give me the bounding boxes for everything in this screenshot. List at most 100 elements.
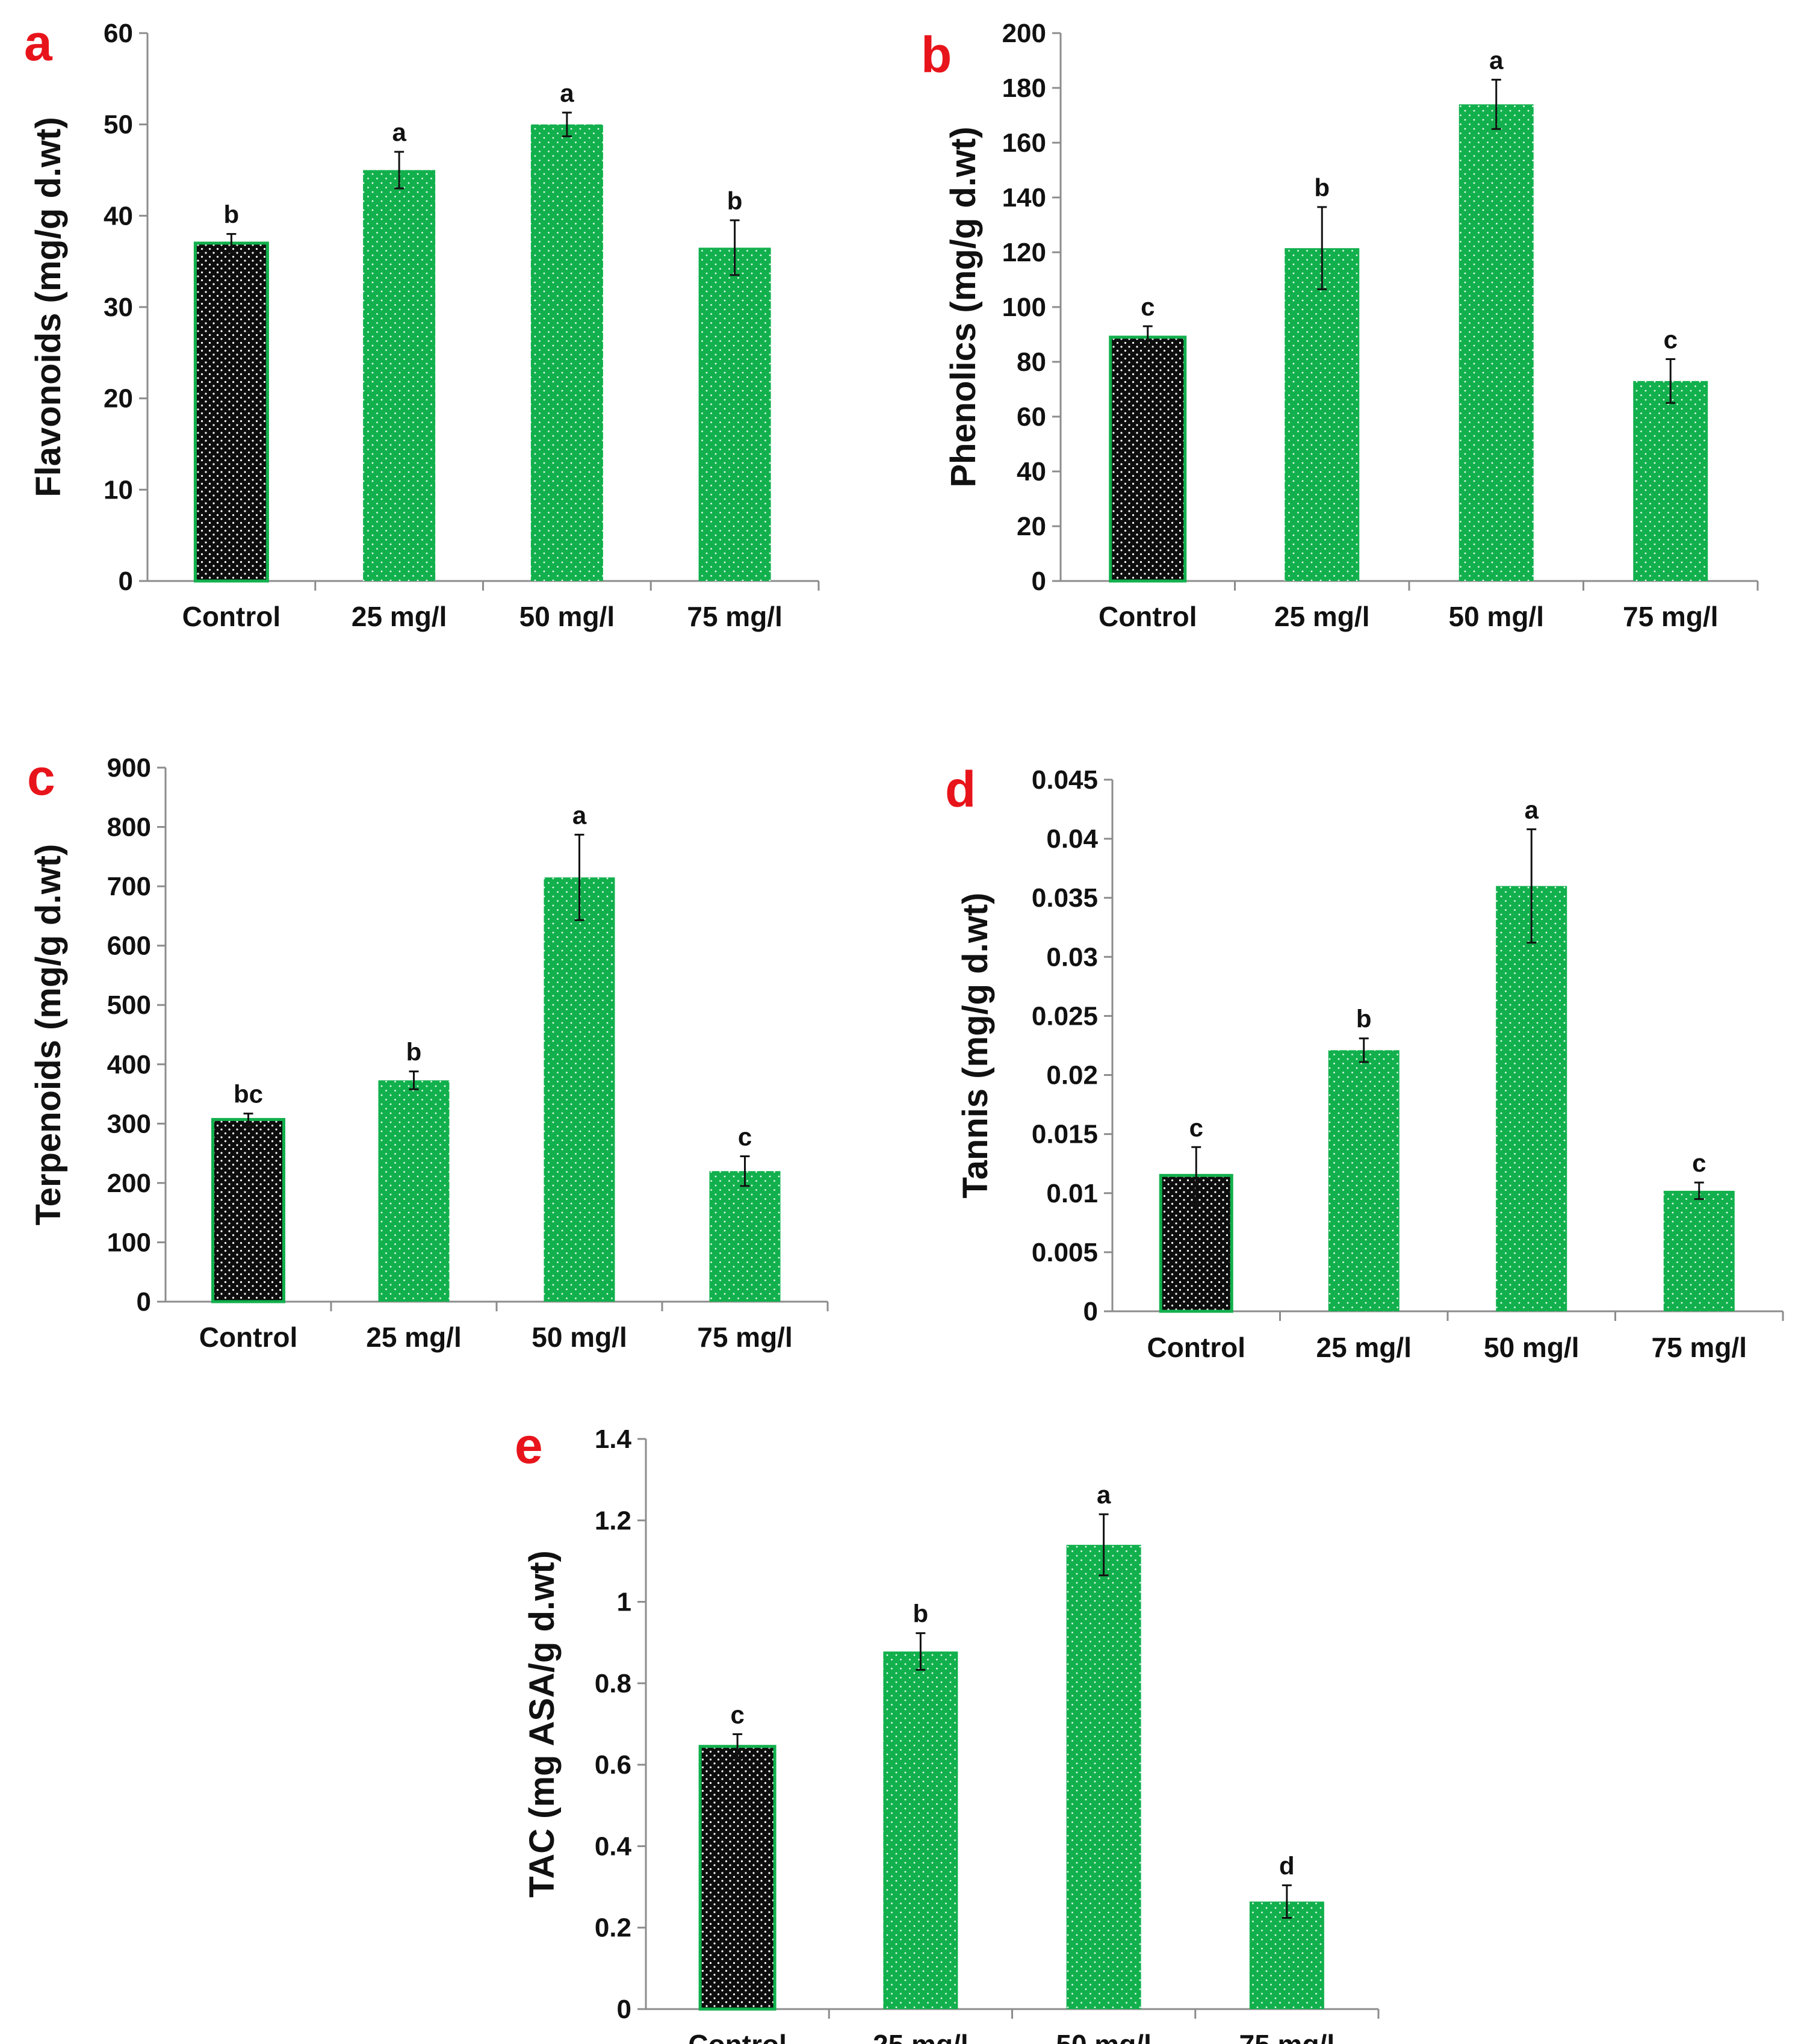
y-tick-label: 0.005 [1032,1238,1098,1267]
significance-label: c [730,1700,744,1729]
significance-label: b [1356,1005,1372,1033]
y-tick-label: 200 [107,1169,151,1198]
y-tick-label: 600 [107,931,151,961]
category-label: Control [199,1322,298,1353]
bar-d-3 [1663,1190,1735,1311]
category-label: Control [182,601,281,632]
y-tick-label: 0 [1032,567,1046,596]
y-tick-label: 0.035 [1032,883,1098,913]
y-tick-label: 0.6 [595,1750,631,1780]
y-tick-label: 0 [119,567,133,596]
y-tick-label: 0.04 [1046,824,1098,854]
y-tick-label: 20 [104,384,133,414]
significance-label: b [1314,173,1330,202]
bar-e-3 [1249,1901,1324,2009]
y-tick-label: 0.2 [595,1913,631,1943]
chart-c: c 0 100 200 300 400 500 600 700 800 900 bc Control b 2… [27,749,829,1353]
y-axis-title: TAC (mg ASA/g d.wt) [522,1550,562,1898]
bar-d-1 [1328,1050,1399,1311]
y-tick-label: 0.8 [595,1669,631,1698]
significance-label: bc [234,1080,263,1108]
category-label: 50 mg/l [532,1322,627,1353]
category-label: 75 mg/l [1239,2029,1335,2044]
y-tick-label: 300 [107,1109,151,1138]
y-tick-label: 0.025 [1032,1001,1098,1031]
y-tick-label: 0.015 [1032,1120,1098,1149]
y-tick-label: 120 [1002,238,1046,267]
y-tick-label: 0 [617,1995,631,2024]
y-tick-label: 1.2 [595,1506,631,1535]
significance-label: a [1525,795,1539,824]
y-tick-label: 0.02 [1046,1061,1098,1090]
bar-a-0 [193,241,269,583]
significance-label: c [738,1123,752,1151]
significance-label: c [1692,1149,1706,1177]
y-axis-title: Tannis (mg/g d.wt) [956,893,995,1199]
bar-c-3 [709,1171,781,1302]
bar-e-1 [883,1651,958,2009]
category-label: 50 mg/l [1448,601,1544,632]
chart-d: d 0 0.005 0.01 0.015 0.02 0.025 0.03 0.035 0.04 0.… [945,761,1784,1363]
significance-label: b [913,1600,929,1628]
bar-e-2 [1066,1544,1141,2009]
significance-label: a [1489,46,1504,74]
category-label: 75 mg/l [687,601,783,632]
category-label: 25 mg/l [1316,1332,1412,1363]
significance-label: c [1141,293,1155,321]
significance-label: a [560,79,574,107]
bar-e-0 [698,1745,776,2011]
category-label: 75 mg/l [1651,1332,1747,1363]
significance-label: c [1189,1113,1203,1142]
chart-e: e 0 0.2 0.4 0.6 0.8 1 1.2 1.4 c Control b 25 mg/l a 50… [515,1417,1380,2044]
chart-b: b 0 20 40 60 80 100 120 140 160 180 200 c Control b 25 … [921,19,1759,632]
bar-a-1 [363,170,436,581]
significance-label: c [1664,325,1678,353]
y-tick-label: 900 [107,753,151,783]
category-label: 25 mg/l [1274,601,1370,632]
category-label: Control [688,2029,787,2044]
bar-b-1 [1285,248,1360,581]
significance-label: b [406,1038,422,1066]
y-tick-label: 0.01 [1046,1179,1098,1208]
category-label: Control [1099,601,1197,632]
y-tick-label: 0.4 [595,1831,632,1861]
bar-c-1 [378,1080,450,1302]
y-tick-label: 160 [1002,128,1046,158]
significance-label: b [224,200,240,229]
panel-letter-c: c [27,749,55,806]
y-tick-label: 100 [107,1228,151,1257]
bar-c-2 [544,877,615,1302]
panel-letter-b: b [921,26,952,83]
y-tick-label: 80 [1017,347,1046,377]
y-axis-title: Phenolics (mg/g d.wt) [944,126,983,487]
y-tick-label: 60 [1017,402,1046,432]
y-tick-label: 60 [104,19,133,48]
category-label: 25 mg/l [873,2029,969,2044]
y-tick-label: 0.045 [1032,765,1098,795]
significance-label: b [727,187,743,215]
bar-b-0 [1109,335,1187,583]
y-tick-label: 140 [1002,183,1046,213]
y-tick-label: 0 [1083,1297,1098,1326]
bar-a-2 [530,124,603,581]
y-tick-label: 1.4 [595,1424,632,1454]
category-label: 25 mg/l [366,1322,462,1353]
significance-label: a [1097,1480,1111,1509]
y-tick-label: 10 [104,475,133,505]
significance-label: a [392,118,406,146]
significance-label: d [1279,1851,1295,1880]
significance-label: a [572,801,587,829]
bar-c-0 [211,1117,285,1303]
category-label: 50 mg/l [1056,2029,1152,2044]
panel-letter-d: d [945,761,976,818]
category-label: 75 mg/l [1623,601,1719,632]
category-label: 50 mg/l [519,601,615,632]
y-tick-label: 500 [107,990,151,1020]
y-axis-title: Terpenoids (mg/g d.wt) [29,844,68,1226]
bar-d-2 [1496,886,1567,1311]
category-label: 75 mg/l [697,1322,793,1353]
y-tick-label: 180 [1002,73,1046,103]
y-tick-label: 0.03 [1046,942,1098,972]
